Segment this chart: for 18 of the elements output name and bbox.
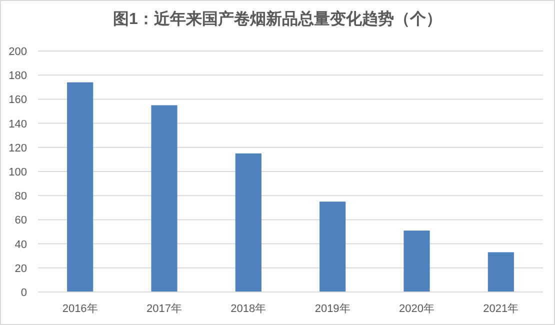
chart-title: 图1：近年来国产卷烟新品总量变化趋势（个） [113,10,442,28]
x-tick-label: 2018年 [230,303,266,315]
y-tick-label: 40 [14,238,27,251]
y-tick-label: 100 [8,166,27,178]
x-tick-label: 2021年 [483,303,519,315]
y-tick-label: 120 [8,142,27,154]
y-tick-label: 200 [8,46,27,58]
x-tick-label: 2016年 [62,303,98,315]
y-tick-label: 140 [8,118,27,130]
y-tick-label: 160 [8,94,27,106]
x-tick-label: 2019年 [314,303,350,315]
y-tick-label: 0 [20,287,27,299]
y-tick-label: 20 [14,262,27,275]
x-tick-label: 2017年 [146,303,182,315]
y-tick-label: 60 [14,214,27,227]
y-tick-label: 80 [14,190,27,203]
x-tick-label: 2020年 [399,303,434,315]
y-tick-label: 180 [8,70,27,82]
